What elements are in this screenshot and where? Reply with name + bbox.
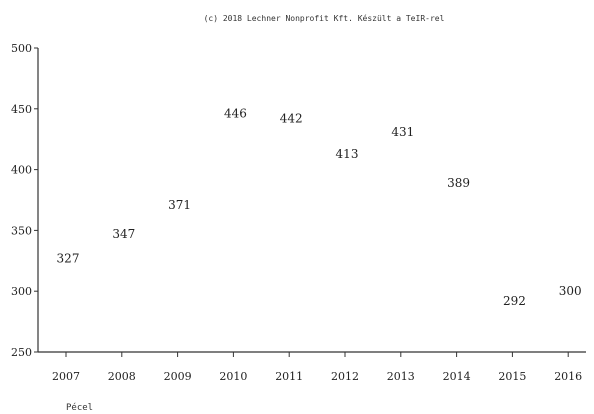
- settlement-label: Pécel: [66, 402, 93, 413]
- data-label: 431: [391, 125, 414, 139]
- x-tick-label: 2014: [443, 370, 471, 383]
- y-tick-label: 300: [11, 285, 32, 298]
- x-tick-label: 2008: [108, 370, 136, 383]
- y-tick-label: 400: [11, 164, 32, 177]
- x-tick-label: 2011: [275, 370, 303, 383]
- data-label: 327: [57, 251, 80, 265]
- x-axis-ticks: 2007 2008 2009 2010 2011 2012 2013 2014 2015 2016: [52, 352, 582, 383]
- data-labels: 327 347 371 446 442 413 431 389 292 300: [57, 107, 582, 308]
- x-tick-label: 2016: [554, 370, 582, 383]
- y-tick-label: 250: [11, 346, 32, 359]
- x-tick-label: 2013: [387, 370, 415, 383]
- data-label: 371: [168, 198, 191, 212]
- x-tick-label: 2015: [498, 370, 526, 383]
- data-label: 446: [224, 107, 247, 121]
- chart-title: (c) 2018 Lechner Nonprofit Kft. Készült …: [204, 13, 445, 23]
- x-tick-label: 2012: [331, 370, 359, 383]
- y-tick-label: 500: [11, 42, 32, 55]
- y-tick-label: 350: [11, 224, 32, 237]
- y-axis-ticks: 250 300 350 400 450 500: [11, 42, 38, 359]
- data-label: 442: [280, 112, 303, 126]
- x-tick-label: 2009: [164, 370, 192, 383]
- data-label: 389: [447, 176, 470, 190]
- data-label: 292: [503, 294, 526, 308]
- x-tick-label: 2010: [219, 370, 247, 383]
- data-label: 413: [336, 147, 359, 161]
- data-label: 347: [112, 227, 135, 241]
- x-tick-label: 2007: [52, 370, 80, 383]
- y-tick-label: 450: [11, 103, 32, 116]
- data-label: 300: [559, 284, 582, 298]
